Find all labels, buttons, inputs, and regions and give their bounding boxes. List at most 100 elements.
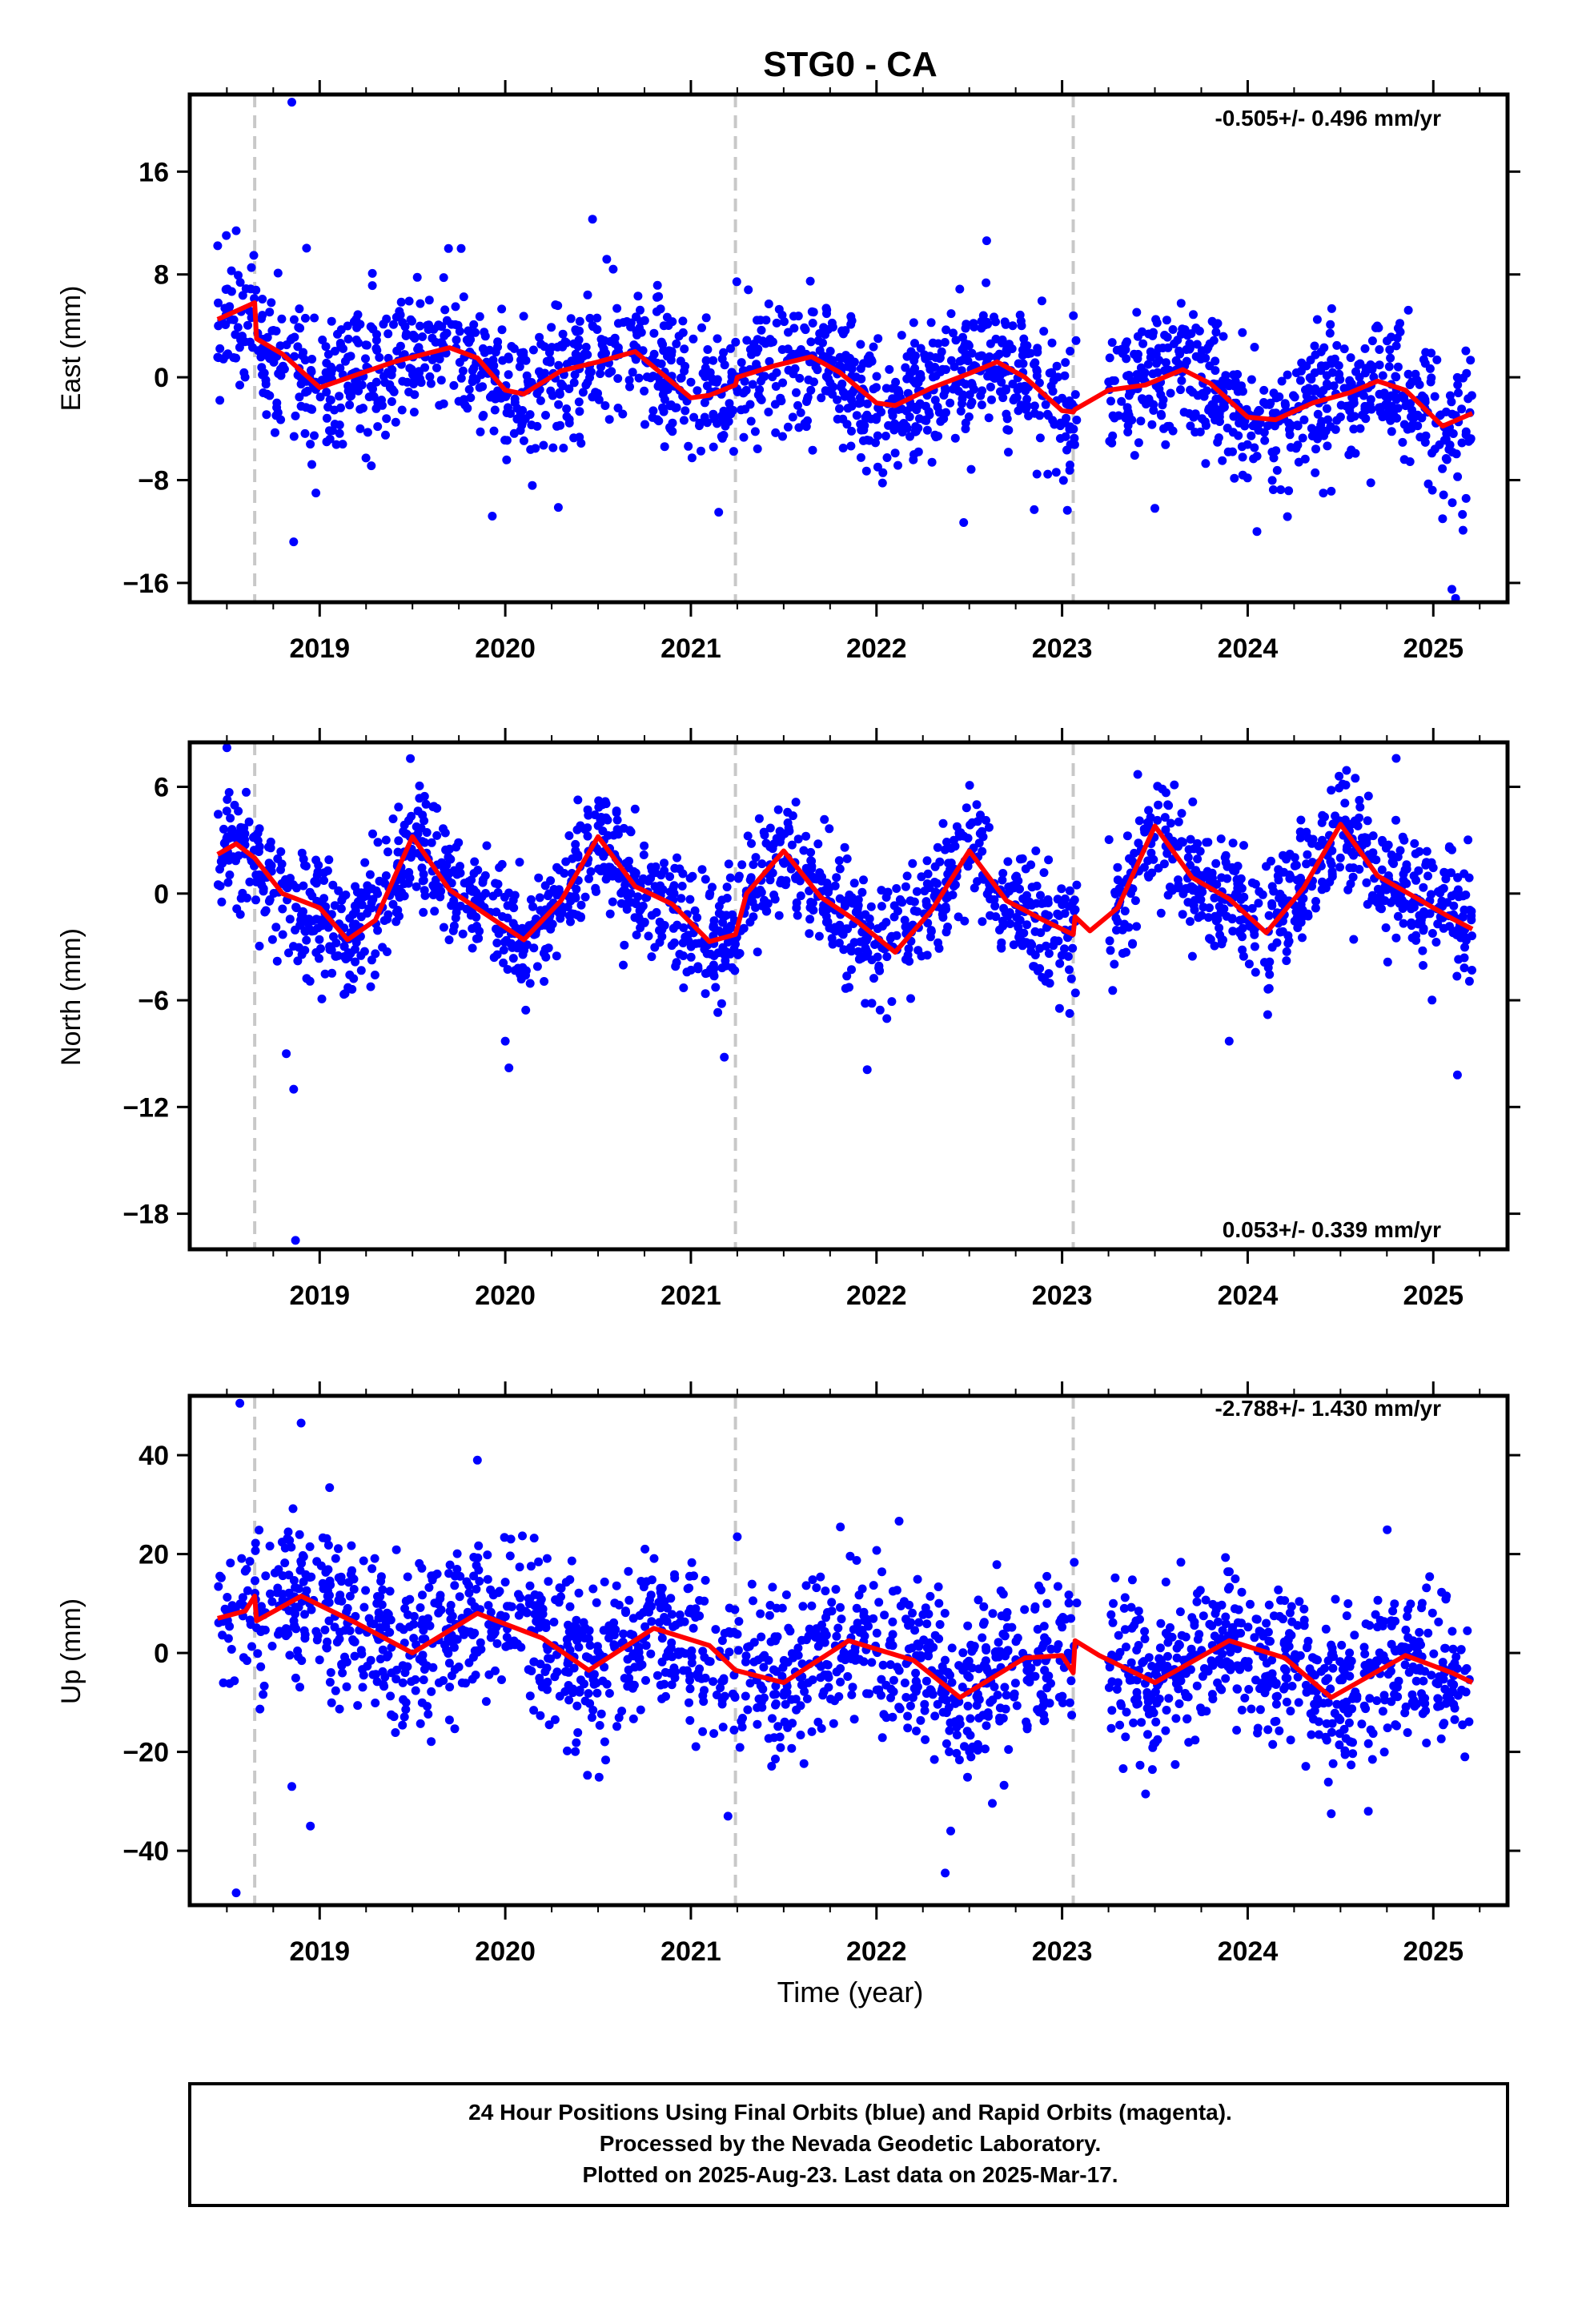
data-point (843, 1672, 853, 1681)
data-point (1157, 411, 1166, 420)
data-point (215, 344, 225, 353)
data-point (967, 818, 977, 827)
data-point (574, 397, 584, 407)
data-point (1068, 943, 1078, 953)
data-point (504, 370, 513, 380)
data-point (1151, 315, 1161, 324)
data-point (753, 316, 761, 325)
data-point (1237, 1587, 1247, 1597)
data-point (1391, 754, 1401, 763)
data-point (315, 954, 323, 963)
data-point (1387, 401, 1397, 411)
data-point (1211, 366, 1220, 376)
data-point (849, 879, 859, 888)
data-point (242, 787, 251, 797)
data-point (838, 444, 848, 452)
data-point (588, 215, 597, 224)
data-point (552, 951, 561, 961)
data-point (302, 243, 311, 253)
data-point (391, 1728, 400, 1737)
data-point (830, 923, 840, 932)
data-point (510, 966, 520, 975)
data-point (1060, 371, 1070, 380)
data-point (367, 268, 377, 278)
data-point (1301, 385, 1310, 395)
data-point (843, 404, 853, 413)
data-point (286, 335, 295, 344)
data-point (1344, 1718, 1354, 1727)
data-point (926, 318, 936, 328)
data-point (281, 875, 290, 884)
data-point (873, 334, 883, 344)
data-point (346, 948, 355, 958)
data-point (1420, 1699, 1430, 1708)
data-point (927, 457, 937, 467)
data-point (266, 1589, 275, 1598)
data-point (328, 426, 337, 436)
data-point (1183, 853, 1193, 862)
data-point (291, 1236, 300, 1245)
velocity-rate-north: 0.053+/- 0.339 mm/yr (1223, 1217, 1441, 1242)
data-point (531, 444, 540, 453)
data-point (772, 318, 781, 328)
data-point (490, 405, 500, 415)
data-point (945, 1747, 954, 1756)
data-point (1318, 835, 1327, 845)
data-point (404, 879, 413, 888)
data-point (1272, 465, 1282, 475)
data-point (1105, 936, 1114, 946)
data-point (808, 319, 817, 328)
data-point (982, 236, 991, 246)
data-point (818, 905, 828, 915)
data-point (289, 432, 299, 441)
data-point (729, 447, 738, 456)
data-point (261, 376, 271, 385)
data-point (351, 957, 360, 967)
data-point (585, 313, 595, 323)
data-point (406, 754, 416, 763)
data-point (1216, 834, 1226, 843)
data-point (1400, 1708, 1410, 1718)
data-point (1417, 413, 1427, 423)
data-point (754, 814, 764, 823)
data-point (795, 373, 805, 383)
data-point (1325, 328, 1335, 338)
data-point (893, 907, 902, 916)
data-point (1305, 373, 1315, 383)
data-point (847, 364, 857, 373)
data-point (302, 935, 311, 945)
data-point (500, 436, 510, 445)
data-point (488, 512, 497, 521)
data-point (966, 464, 976, 474)
data-point (300, 313, 310, 323)
data-point (634, 373, 644, 383)
data-point (1218, 456, 1227, 465)
data-point (1468, 966, 1476, 975)
data-point (652, 1671, 662, 1680)
data-point (912, 1727, 921, 1735)
data-point (1197, 346, 1207, 356)
data-point (1030, 951, 1040, 959)
data-point (379, 1682, 389, 1691)
data-point (1277, 376, 1287, 386)
data-point (1192, 340, 1202, 349)
data-point (549, 1618, 559, 1626)
data-point (687, 453, 697, 463)
data-point (323, 350, 333, 359)
data-point (1231, 376, 1240, 386)
data-point (1279, 850, 1287, 860)
data-point (1355, 372, 1364, 382)
data-point (416, 321, 424, 331)
data-point (893, 460, 902, 470)
x-tick-label: 2025 (1403, 1281, 1464, 1311)
data-point (1211, 911, 1220, 921)
data-point (753, 890, 762, 899)
data-point (753, 1719, 762, 1729)
data-point (469, 869, 479, 879)
data-point (633, 292, 643, 301)
data-point (881, 432, 890, 440)
data-point (639, 850, 648, 859)
data-point (1053, 1582, 1062, 1591)
data-point (468, 943, 477, 953)
data-point (821, 352, 830, 362)
